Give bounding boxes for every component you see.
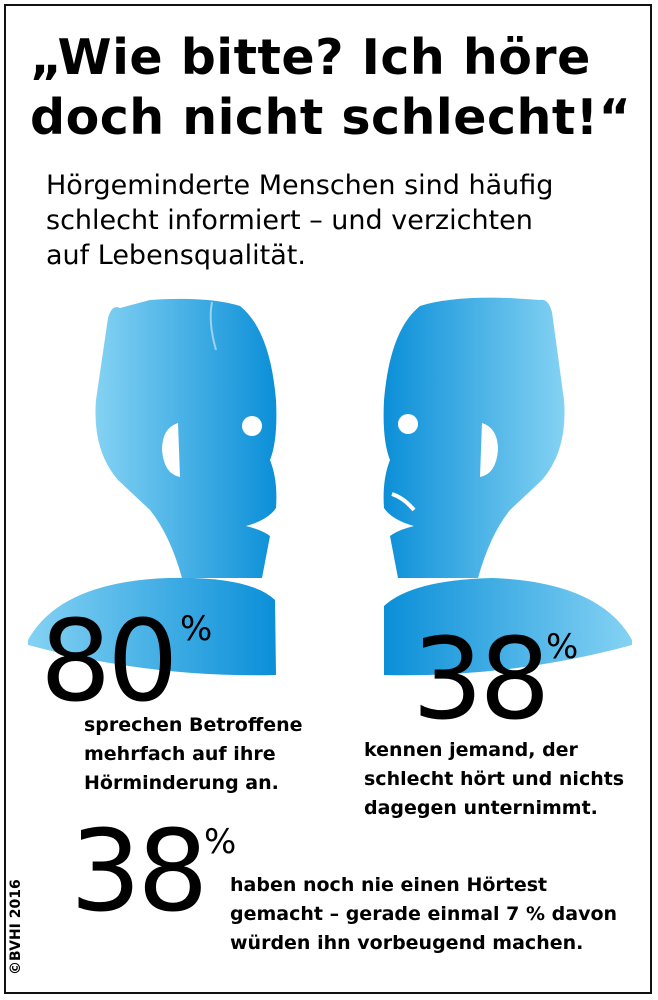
subtitle-line-2: schlecht informiert – und verzichten <box>46 205 533 236</box>
stat-1-text: sprechen Betroffene mehrfach auf ihre Hörm… <box>84 711 303 798</box>
stat-2-value: 38 <box>412 615 551 745</box>
stat-1-line-3: Hörminderung an. <box>84 772 279 794</box>
stat-1-line-1: sprechen Betroffene <box>84 714 303 736</box>
stat-3-line-3: würden ihn vorbeugend machen. <box>230 932 584 954</box>
headline: „Wie bitte? Ich höre doch nicht schlecht!… <box>30 28 640 148</box>
stat-1-line-2: mehrfach auf ihre <box>84 743 276 765</box>
stat-3-value: 38 <box>70 807 209 937</box>
stat-2-line-3: dagegen unternimmt. <box>364 797 598 819</box>
stat-3-text: haben noch nie einen Hörtest gemacht – ge… <box>230 871 617 958</box>
left-shoulders-icon <box>28 577 276 676</box>
stat-3-line-1: haben noch nie einen Hörtest <box>230 874 548 896</box>
subtitle-line-1: Hörgeminderte Menschen sind häufig <box>46 170 554 201</box>
copyright-notice: ©BVHI 2016 <box>8 879 24 975</box>
stat-2-unit: % <box>546 627 579 667</box>
stat-3-line-2: gemacht – gerade einmal 7 % davon <box>230 903 618 925</box>
stat-2-text: kennen jemand, der schlecht hört und nich… <box>364 736 624 823</box>
subtitle: Hörgeminderte Menschen sind häufig schlec… <box>46 168 606 273</box>
infographic-frame <box>4 4 652 994</box>
left-head-icon <box>95 298 277 578</box>
stat-2-line-2: schlecht hört und nichts <box>364 768 625 790</box>
right-shoulders-icon <box>384 578 632 676</box>
subtitle-line-3: auf Lebensqualität. <box>46 240 306 271</box>
stat-2-line-1: kennen jemand, der <box>364 739 578 761</box>
right-head-icon <box>383 297 565 578</box>
stat-1-value: 80 <box>40 597 179 727</box>
stat-3-unit: % <box>204 822 237 862</box>
headline-line-2: doch nicht schlecht!“ <box>30 89 632 146</box>
stat-1-unit: % <box>180 609 213 649</box>
headline-line-1: „Wie bitte? Ich höre <box>30 29 591 86</box>
